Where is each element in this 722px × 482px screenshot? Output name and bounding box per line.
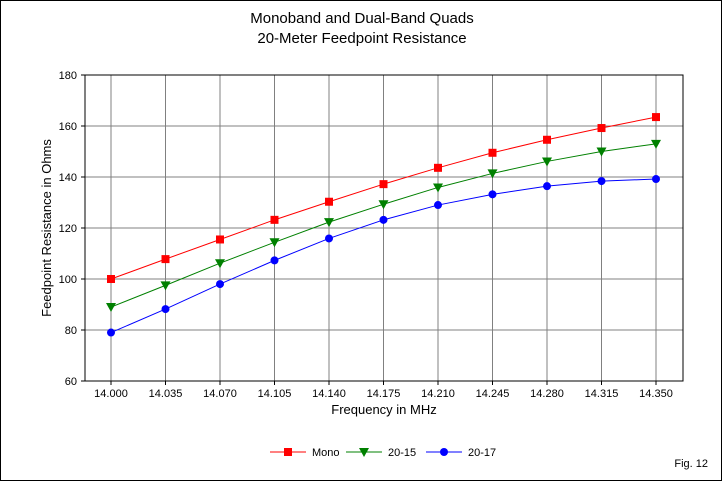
data-point-mono <box>107 275 115 283</box>
y-ticks: 60 80 100 120 140 160 180 <box>59 70 85 388</box>
data-point-20-17 <box>161 305 170 314</box>
legend-marker-20-17 <box>440 448 448 456</box>
chart-subtitle: 20-Meter Feedpoint Resistance <box>257 30 466 47</box>
data-point-mono <box>488 148 497 157</box>
x-tick-label: 14.210 <box>421 388 455 400</box>
data-point-20-17 <box>597 177 606 186</box>
series-mono <box>107 113 660 283</box>
data-point-20-15 <box>487 169 498 179</box>
x-tick-label: 14.070 <box>203 388 237 400</box>
x-tick-label: 14.245 <box>476 388 510 400</box>
x-tick-label: 14.035 <box>149 388 183 400</box>
data-point-20-17 <box>325 234 333 243</box>
x-tick-label: 14.140 <box>312 388 346 400</box>
legend-marker-mono <box>284 448 292 456</box>
figure-label: Fig. 12 <box>674 458 708 470</box>
series-group <box>106 113 661 337</box>
data-point-20-17 <box>434 201 442 210</box>
y-axis-label: Feedpoint Resistance in Ohms <box>39 139 54 317</box>
data-point-20-15 <box>269 238 280 248</box>
legend-label-20-15: 20-15 <box>388 447 416 459</box>
x-tick-label: 14.280 <box>530 388 564 400</box>
data-point-mono <box>216 235 224 244</box>
data-point-20-17 <box>652 175 660 184</box>
data-point-20-17 <box>543 182 551 191</box>
y-tick-label: 180 <box>59 70 77 82</box>
data-point-20-15 <box>596 147 607 157</box>
data-point-mono <box>270 215 279 224</box>
legend: Mono 20-15 20-17 <box>270 447 496 459</box>
data-point-20-17 <box>216 280 224 289</box>
y-tick-label: 80 <box>65 325 77 337</box>
y-tick-label: 100 <box>59 274 77 286</box>
data-point-mono <box>325 197 333 206</box>
data-point-20-17 <box>488 190 497 199</box>
series-20-15 <box>106 139 661 313</box>
data-point-20-17 <box>379 215 388 224</box>
x-tick-label: 14.000 <box>94 388 128 400</box>
y-tick-label: 160 <box>59 121 77 133</box>
data-point-mono <box>161 255 170 264</box>
data-point-20-15 <box>433 183 443 193</box>
data-point-mono <box>543 135 551 144</box>
x-ticks: 14.000 14.035 14.070 14.105 14.140 14.175 14.2… <box>94 381 673 400</box>
data-point-mono <box>652 113 660 122</box>
x-tick-label: 14.105 <box>258 388 292 400</box>
y-tick-label: 120 <box>59 223 77 235</box>
series-20-17 <box>107 175 660 337</box>
data-point-20-15 <box>378 200 389 210</box>
data-point-mono <box>379 180 388 189</box>
data-point-20-15 <box>651 139 661 149</box>
legend-label-20-17: 20-17 <box>468 447 496 459</box>
data-point-20-15 <box>215 259 225 269</box>
legend-label-mono: Mono <box>312 447 340 459</box>
data-point-mono <box>434 163 442 172</box>
x-tick-label: 14.315 <box>585 388 619 400</box>
y-tick-label: 60 <box>65 376 77 388</box>
data-point-20-15 <box>160 281 171 291</box>
data-point-20-15 <box>542 157 552 167</box>
data-point-20-17 <box>270 256 279 265</box>
data-point-20-17 <box>107 328 115 337</box>
data-point-20-15 <box>324 218 334 228</box>
data-point-mono <box>597 124 606 133</box>
x-axis-label: Frequency in MHz <box>331 402 436 417</box>
chart-title: Monoband and Dual-Band Quads <box>250 10 474 27</box>
x-tick-label: 14.350 <box>639 388 673 400</box>
x-tick-label: 14.175 <box>367 388 401 400</box>
y-tick-label: 140 <box>59 172 77 184</box>
legend-marker-20-15 <box>359 448 369 457</box>
data-point-20-15 <box>106 303 116 313</box>
